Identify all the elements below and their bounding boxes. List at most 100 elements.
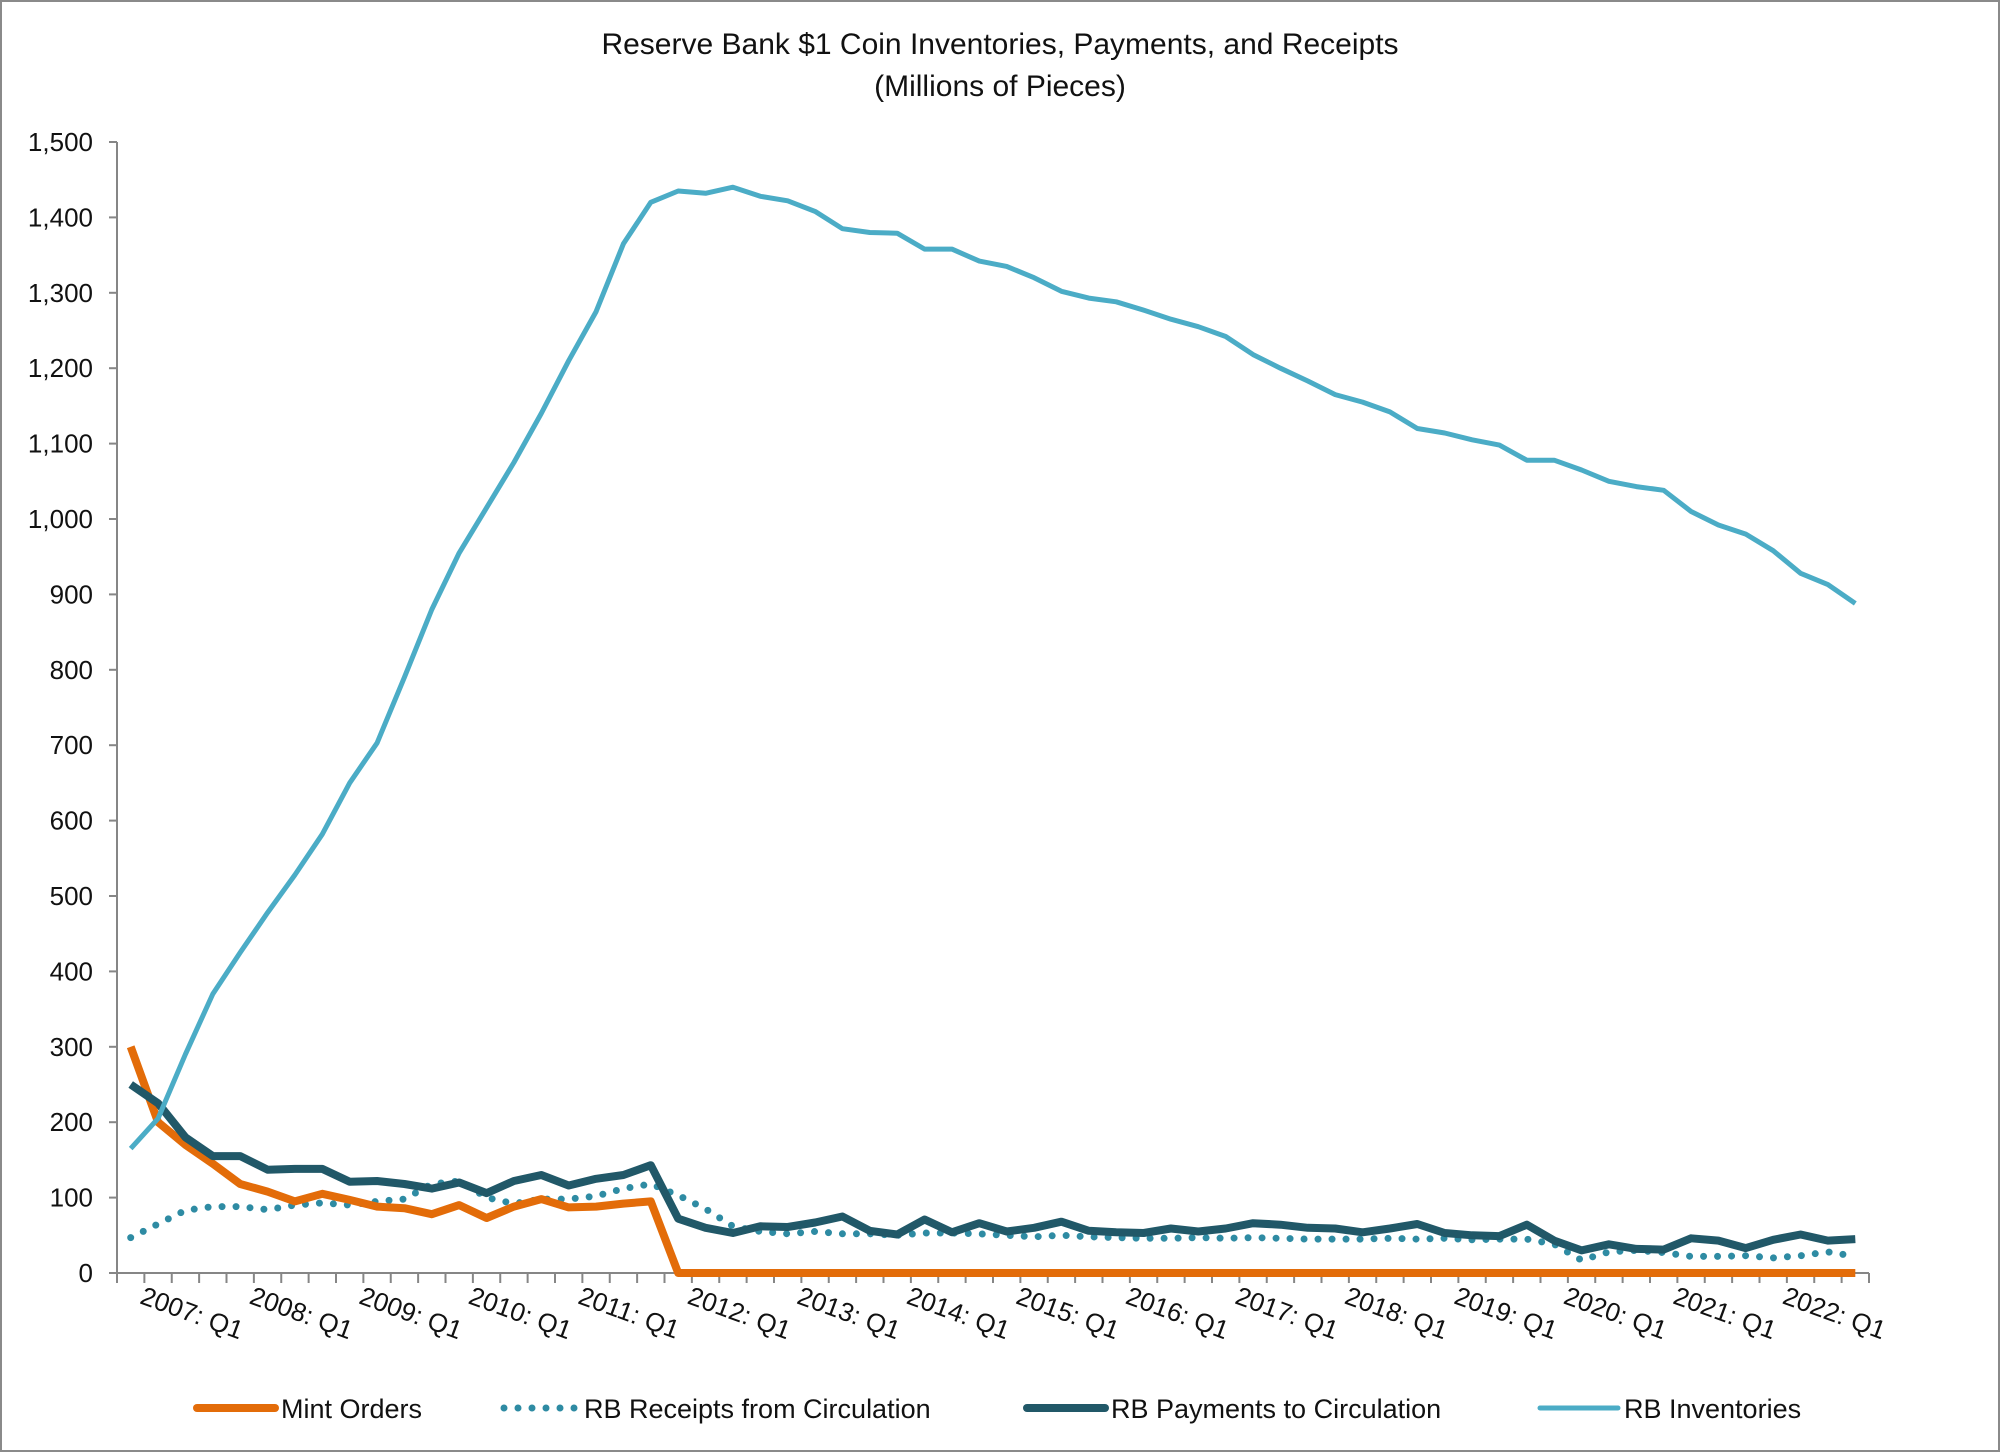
data-point-rb-payments-to-circulation xyxy=(321,1168,323,1170)
data-point-rb-payments-to-circulation xyxy=(1088,1230,1090,1232)
data-point-mint-orders xyxy=(1170,1272,1172,1274)
data-point-rb-receipts-from-circulation xyxy=(677,1194,679,1196)
data-point-rb-receipts-from-circulation xyxy=(732,1225,734,1227)
data-point-rb-inventories xyxy=(540,412,542,414)
data-point-rb-inventories xyxy=(595,311,597,313)
y-tick-label: 900 xyxy=(50,579,93,609)
data-point-rb-payments-to-circulation xyxy=(1389,1228,1391,1230)
data-point-rb-inventories xyxy=(431,608,433,610)
data-point-rb-payments-to-circulation xyxy=(1115,1231,1117,1233)
x-tick-label: 2009: Q1 xyxy=(356,1280,467,1345)
x-tick-label: 2017: Q1 xyxy=(1232,1280,1343,1345)
data-point-rb-inventories xyxy=(787,200,789,202)
data-point-rb-inventories xyxy=(1143,309,1145,311)
data-point-mint-orders xyxy=(403,1207,405,1209)
data-point-rb-receipts-from-circulation xyxy=(1772,1257,1774,1259)
x-tick-label: 2019: Q1 xyxy=(1451,1280,1562,1345)
data-point-mint-orders xyxy=(1252,1272,1254,1274)
x-tick-label: 2021: Q1 xyxy=(1670,1280,1781,1345)
data-point-mint-orders xyxy=(1663,1272,1665,1274)
data-point-rb-payments-to-circulation xyxy=(896,1234,898,1236)
data-point-rb-receipts-from-circulation xyxy=(212,1206,214,1208)
data-point-rb-payments-to-circulation xyxy=(212,1155,214,1157)
data-point-rb-receipts-from-circulation xyxy=(184,1209,186,1211)
data-point-rb-receipts-from-circulation xyxy=(1279,1237,1281,1239)
data-point-mint-orders xyxy=(1334,1272,1336,1274)
data-point-rb-inventories xyxy=(294,874,296,876)
data-point-rb-payments-to-circulation xyxy=(184,1136,186,1138)
data-point-mint-orders xyxy=(1006,1272,1008,1274)
data-point-rb-payments-to-circulation xyxy=(1745,1247,1747,1249)
data-point-rb-inventories xyxy=(267,912,269,914)
series-line-rb-payments-to-circulation xyxy=(128,1081,1856,1255)
data-point-rb-payments-to-circulation xyxy=(130,1084,132,1086)
data-point-rb-receipts-from-circulation xyxy=(403,1198,405,1200)
data-point-rb-payments-to-circulation xyxy=(677,1218,679,1220)
data-point-rb-inventories xyxy=(1334,394,1336,396)
data-point-mint-orders xyxy=(1553,1272,1555,1274)
data-point-mint-orders xyxy=(595,1206,597,1208)
data-point-rb-payments-to-circulation xyxy=(540,1174,542,1176)
data-point-rb-payments-to-circulation xyxy=(294,1168,296,1170)
series-line-rb-receipts-from-circulation xyxy=(127,1177,1859,1264)
y-tick-label: 1,300 xyxy=(28,278,93,308)
data-point-rb-payments-to-circulation xyxy=(1854,1238,1856,1240)
y-tick-label: 1,100 xyxy=(28,429,93,459)
data-point-rb-payments-to-circulation xyxy=(1197,1231,1199,1233)
data-point-rb-inventories xyxy=(1553,459,1555,461)
data-point-mint-orders xyxy=(1690,1272,1692,1274)
data-point-mint-orders xyxy=(267,1191,269,1193)
data-point-rb-inventories xyxy=(896,232,898,234)
data-point-mint-orders xyxy=(1745,1272,1747,1274)
data-point-mint-orders xyxy=(294,1200,296,1202)
data-point-rb-receipts-from-circulation xyxy=(978,1233,980,1235)
data-point-rb-inventories xyxy=(184,1053,186,1055)
x-tick-label: 2014: Q1 xyxy=(903,1280,1014,1345)
data-point-rb-inventories xyxy=(239,952,241,954)
data-point-mint-orders xyxy=(896,1272,898,1274)
data-point-rb-inventories xyxy=(1115,301,1117,303)
data-point-rb-payments-to-circulation xyxy=(732,1232,734,1234)
data-point-rb-inventories xyxy=(1635,486,1637,488)
data-point-rb-inventories xyxy=(869,231,871,233)
data-point-mint-orders xyxy=(1827,1272,1829,1274)
data-point-rb-receipts-from-circulation xyxy=(1197,1237,1199,1239)
data-point-rb-inventories xyxy=(924,248,926,250)
data-point-rb-payments-to-circulation xyxy=(1827,1240,1829,1242)
data-point-rb-inventories xyxy=(1416,428,1418,430)
data-point-rb-receipts-from-circulation xyxy=(321,1202,323,1204)
data-point-rb-payments-to-circulation xyxy=(650,1164,652,1166)
data-point-mint-orders xyxy=(321,1193,323,1195)
data-point-rb-inventories xyxy=(1800,572,1802,574)
data-point-rb-receipts-from-circulation xyxy=(759,1231,761,1233)
x-tick-label: 2010: Q1 xyxy=(465,1280,576,1345)
data-point-rb-inventories xyxy=(1498,444,1500,446)
data-point-rb-payments-to-circulation xyxy=(759,1225,761,1227)
data-point-rb-receipts-from-circulation xyxy=(1060,1234,1062,1236)
data-point-rb-payments-to-circulation xyxy=(1717,1240,1719,1242)
data-point-rb-payments-to-circulation xyxy=(1800,1234,1802,1236)
y-tick-label: 800 xyxy=(50,655,93,685)
data-point-rb-payments-to-circulation xyxy=(513,1180,515,1182)
data-point-rb-payments-to-circulation xyxy=(486,1192,488,1194)
legend-item-rb-receipts-from-circulation: RB Receipts from Circulation xyxy=(500,1394,931,1424)
y-tick-label: 1,400 xyxy=(28,202,93,232)
data-point-rb-receipts-from-circulation xyxy=(1143,1237,1145,1239)
data-point-mint-orders xyxy=(1416,1272,1418,1274)
data-point-rb-payments-to-circulation xyxy=(622,1174,624,1176)
data-point-rb-receipts-from-circulation xyxy=(376,1200,378,1202)
data-point-rb-inventories xyxy=(212,993,214,995)
data-point-rb-payments-to-circulation xyxy=(458,1182,460,1184)
data-point-rb-receipts-from-circulation xyxy=(568,1198,570,1200)
data-point-mint-orders xyxy=(349,1199,351,1201)
data-point-mint-orders xyxy=(622,1203,624,1205)
data-point-rb-receipts-from-circulation xyxy=(1088,1236,1090,1238)
data-point-rb-payments-to-circulation xyxy=(978,1222,980,1224)
data-point-mint-orders xyxy=(650,1200,652,1202)
data-point-rb-inventories xyxy=(513,461,515,463)
legend-label: RB Inventories xyxy=(1624,1394,1801,1424)
y-tick-label: 1,500 xyxy=(28,127,93,157)
data-point-rb-inventories xyxy=(1197,326,1199,328)
data-point-rb-payments-to-circulation xyxy=(1279,1224,1281,1226)
